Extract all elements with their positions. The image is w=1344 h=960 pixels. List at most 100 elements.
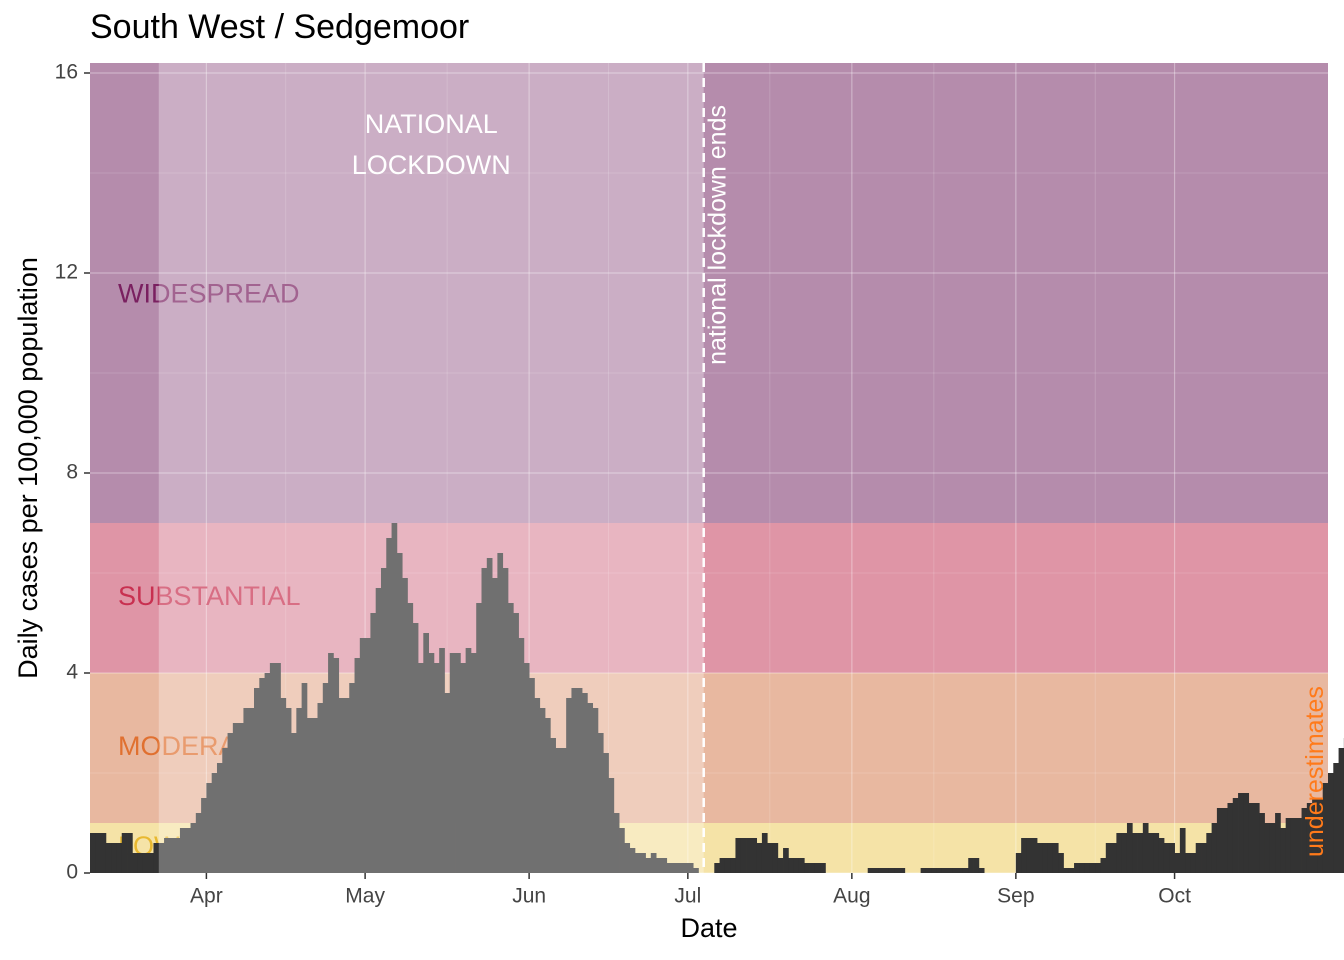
annotation-lockdown-ends: national lockdown ends	[704, 105, 732, 365]
bar	[634, 853, 641, 873]
bar	[153, 843, 160, 873]
bar	[624, 843, 631, 873]
bar	[132, 853, 139, 873]
bar	[724, 858, 731, 873]
bar	[359, 638, 366, 873]
bar	[476, 603, 482, 873]
bar	[756, 843, 763, 873]
bar	[661, 858, 668, 873]
bar	[142, 853, 149, 873]
bar	[1031, 838, 1038, 873]
bar	[497, 553, 504, 873]
bar	[560, 748, 567, 873]
bar	[894, 868, 900, 873]
bar	[312, 718, 318, 873]
bar	[412, 623, 419, 873]
bar	[1206, 833, 1213, 873]
bar	[507, 603, 514, 873]
bar	[1253, 803, 1260, 873]
y-axis-label: Daily cases per 100,000 population	[13, 257, 43, 679]
bar	[544, 718, 551, 873]
bar	[222, 748, 228, 873]
bar	[1222, 808, 1228, 873]
bar	[280, 698, 287, 873]
band-widespread	[90, 63, 1328, 523]
bar	[873, 868, 879, 873]
bar	[418, 663, 424, 873]
x-axis-label: Date	[680, 913, 737, 943]
bar	[333, 658, 340, 873]
bar	[1153, 833, 1160, 873]
bar	[613, 813, 620, 873]
bar	[116, 843, 123, 873]
bar	[1243, 793, 1250, 873]
bar	[111, 843, 117, 873]
bar	[1169, 843, 1175, 873]
bar	[1105, 843, 1112, 873]
bar	[1121, 833, 1128, 873]
bar	[1264, 823, 1271, 873]
bar	[740, 838, 747, 873]
bar	[148, 853, 154, 873]
bar	[95, 833, 101, 873]
bar	[380, 568, 387, 873]
bar	[735, 838, 742, 873]
bar	[285, 708, 292, 873]
bar	[439, 648, 445, 873]
bar	[1021, 838, 1027, 873]
bar	[1333, 763, 1339, 873]
lockdown-label-line: LOCKDOWN	[352, 150, 511, 180]
bar	[407, 603, 414, 873]
bar	[1089, 863, 1096, 873]
bar	[121, 833, 128, 873]
bar	[254, 688, 260, 873]
lockdown-label-line: NATIONAL	[365, 109, 498, 139]
band-label-widespread: WIDESPREAD	[118, 279, 300, 309]
bar	[465, 648, 472, 873]
bar	[1238, 793, 1244, 873]
annotations: national lockdown ends underestimates	[704, 105, 1329, 857]
bar	[328, 653, 334, 873]
bar	[375, 588, 382, 873]
bar	[322, 683, 329, 873]
bar	[714, 863, 720, 873]
bar	[338, 698, 345, 873]
bar	[957, 868, 964, 873]
bar	[1227, 803, 1234, 873]
bar	[275, 663, 281, 873]
bar	[693, 868, 699, 873]
bar	[555, 748, 562, 873]
bar	[529, 678, 535, 873]
bar	[449, 653, 456, 873]
bar	[179, 828, 186, 873]
bar	[248, 708, 255, 873]
bar	[947, 868, 953, 873]
bar	[650, 853, 657, 873]
bar	[793, 858, 800, 873]
bar	[1037, 843, 1043, 873]
lockdown-overlay: NATIONAL LOCKDOWN	[158, 63, 705, 873]
bar	[158, 843, 165, 873]
bar	[534, 698, 541, 873]
bar	[185, 828, 191, 873]
y-tick-label: 8	[66, 461, 78, 484]
bar	[291, 733, 297, 873]
lockdown-shade	[158, 63, 704, 873]
bar	[1148, 833, 1154, 873]
bar	[666, 863, 673, 873]
bar	[878, 868, 884, 873]
bar	[587, 703, 594, 873]
bar	[343, 698, 350, 873]
bar	[788, 858, 795, 873]
band-substantial	[90, 523, 1328, 673]
bar	[1312, 798, 1318, 873]
bar	[1026, 838, 1033, 873]
bar	[629, 848, 636, 873]
bar	[1074, 863, 1080, 873]
bar	[1269, 823, 1276, 873]
bar	[1195, 843, 1202, 873]
bar	[169, 838, 176, 873]
bar	[402, 578, 408, 873]
bar	[640, 853, 646, 873]
bar	[1047, 843, 1054, 873]
